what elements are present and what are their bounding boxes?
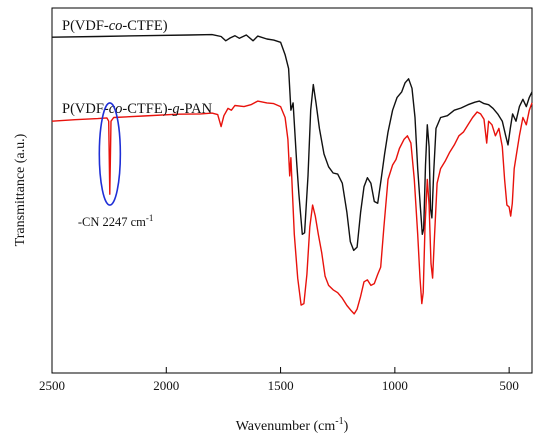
series-label-2: P(VDF-co-CTFE)-g-PAN xyxy=(62,101,213,117)
series-line-2 xyxy=(51,100,533,315)
x-tick-label: 1500 xyxy=(268,378,294,393)
annotation-label: -CN 2247 cm-1 xyxy=(78,213,154,229)
annotation-ellipse xyxy=(98,102,122,206)
series-lines xyxy=(51,33,533,315)
y-axis-title: Transmittance (a.u.) xyxy=(13,133,28,246)
plot-frame xyxy=(51,7,533,374)
series-label-1: P(VDF-co-CTFE) xyxy=(62,18,168,34)
x-tick-label: 500 xyxy=(499,378,519,393)
series-labels: P(VDF-co-CTFE) P(VDF-co-CTFE)-g-PAN xyxy=(62,18,213,117)
x-axis-title: Wavenumber (cm-1) xyxy=(236,416,349,434)
x-tick-label: 2500 xyxy=(39,378,65,393)
series-line-1 xyxy=(51,33,533,252)
x-tick-label: 1000 xyxy=(382,378,408,393)
x-axis-ticks: 2500 2000 1500 1000 500 xyxy=(39,367,519,393)
x-tick-label: 2000 xyxy=(153,378,179,393)
annotations: -CN 2247 cm-1 xyxy=(78,102,154,229)
